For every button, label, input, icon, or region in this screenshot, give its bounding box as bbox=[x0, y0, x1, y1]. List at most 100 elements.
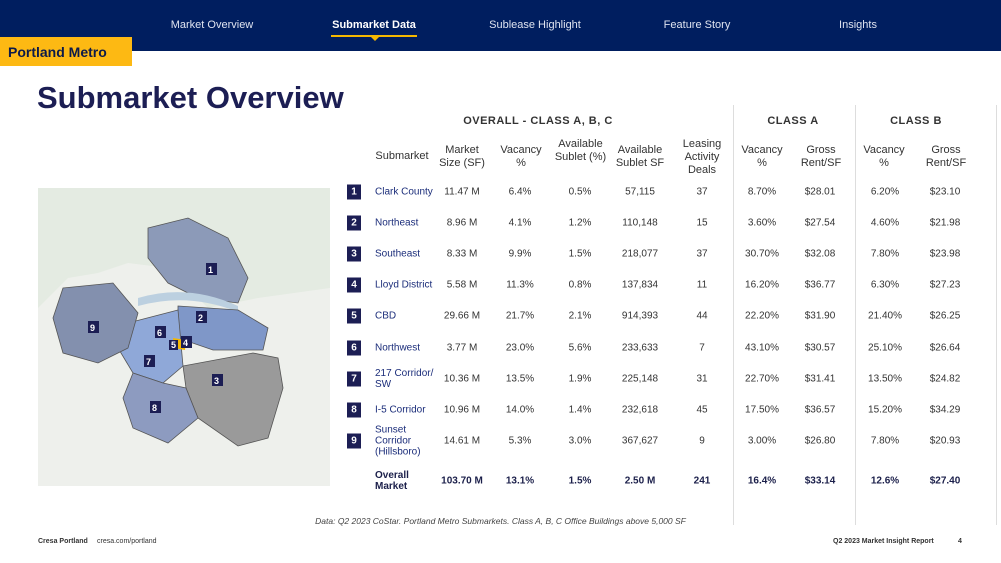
table-cell: 914,393 bbox=[621, 310, 659, 322]
map-marker-8: 8 bbox=[152, 403, 157, 413]
table-cell: 22.70% bbox=[745, 373, 779, 385]
table-row: 1 Clark County 11.47 M 6.4% 0.5% 57,115 37 8.70… bbox=[345, 177, 985, 207]
table-cell: 6.4% bbox=[508, 186, 532, 198]
group-class-a: CLASS A bbox=[767, 115, 819, 127]
footer-url[interactable]: cresa.com/portland bbox=[97, 538, 157, 545]
nav-sublease-highlight[interactable]: Sublease Highlight bbox=[489, 19, 581, 31]
col-b-vacancy: Vacancy % bbox=[863, 144, 905, 169]
submarket-name: Southeast bbox=[375, 248, 421, 260]
table-cell: 44 bbox=[696, 310, 708, 322]
table-cell: 25.10% bbox=[868, 342, 902, 354]
table-row: 4 Lloyd District 5.58 M 11.3% 0.8% 137,834 11 1… bbox=[345, 270, 985, 300]
submarket-number: 1 bbox=[347, 184, 361, 200]
table-cell: 11 bbox=[696, 279, 708, 291]
table-cell: 17.50% bbox=[745, 404, 779, 416]
table-cell: 14.0% bbox=[505, 404, 535, 416]
nav-feature-story[interactable]: Feature Story bbox=[663, 19, 731, 31]
table-cell: 5.6% bbox=[568, 342, 592, 354]
table-cell: 110,148 bbox=[622, 217, 658, 229]
submarket-number: 3 bbox=[347, 246, 361, 262]
table-cell: $27.40 bbox=[929, 475, 961, 487]
table-cell: 15.20% bbox=[868, 404, 902, 416]
table-cell: 6.30% bbox=[870, 279, 900, 291]
table-cell: 11.47 M bbox=[444, 186, 480, 198]
table-cell: 22.20% bbox=[745, 310, 779, 322]
table-cell: 3.0% bbox=[568, 435, 592, 447]
submarket-number: 2 bbox=[347, 215, 361, 231]
table-cell: 43.10% bbox=[745, 342, 779, 354]
table-cell: $36.77 bbox=[804, 279, 836, 291]
table-row: 3 Southeast 8.33 M 9.9% 1.5% 218,077 37 30.70% $… bbox=[345, 239, 985, 269]
divider bbox=[855, 105, 856, 525]
submarket-map: 1 2 3 4 5 6 7 8 9 bbox=[38, 188, 330, 486]
table-cell: 29.66 M bbox=[443, 310, 481, 322]
table-cell: $27.54 bbox=[804, 217, 836, 229]
table-cell: 15 bbox=[696, 217, 708, 229]
table-cell: $26.80 bbox=[804, 435, 836, 447]
submarket-name: I-5 Corridor bbox=[375, 404, 426, 416]
table-cell: $31.41 bbox=[804, 373, 836, 385]
submarket-name: Northwest bbox=[375, 342, 421, 354]
table-cell: 14.61 M bbox=[443, 435, 481, 447]
table-cell: $33.14 bbox=[804, 475, 836, 487]
map-marker-5: 5 bbox=[171, 340, 176, 350]
table-cell: $26.64 bbox=[929, 342, 961, 354]
table-cell: 232,618 bbox=[621, 404, 659, 416]
active-tab-underline bbox=[331, 35, 417, 37]
table-cell: 23.0% bbox=[505, 342, 535, 354]
map-marker-3: 3 bbox=[214, 376, 219, 386]
table-cell: 31 bbox=[696, 373, 708, 385]
map-marker-1: 1 bbox=[208, 265, 213, 275]
table-cell: 1.9% bbox=[568, 373, 592, 385]
col-vacancy: Vacancy % bbox=[500, 144, 542, 169]
submarket-name: Lloyd District bbox=[375, 279, 433, 291]
table-cell: 4.60% bbox=[870, 217, 900, 229]
total-row: Overall Market 103.70 M 13.1% 1.5% 2.50 M 241… bbox=[345, 466, 985, 496]
submarket-name: Clark County bbox=[375, 186, 433, 198]
submarket-number: 5 bbox=[347, 308, 361, 324]
table-cell: 57,115 bbox=[625, 186, 655, 198]
table-row: 7 217 Corridor/ SW 10.36 M 13.5% 1.9% 225,148… bbox=[345, 364, 985, 394]
col-market-size: Market Size (SF) bbox=[439, 144, 485, 169]
table-cell: $30.57 bbox=[804, 342, 836, 354]
table-cell: 21.40% bbox=[868, 310, 902, 322]
table-cell: 16.20% bbox=[745, 279, 779, 291]
table-cell: $23.98 bbox=[929, 248, 961, 260]
table-cell: $34.29 bbox=[929, 404, 961, 416]
table-cell: 37 bbox=[696, 248, 708, 260]
col-leasing-deals: Leasing Activity Deals bbox=[682, 138, 722, 176]
submarket-number: 9 bbox=[347, 433, 361, 449]
nav-market-overview[interactable]: Market Overview bbox=[170, 19, 254, 31]
table-cell: 7.80% bbox=[870, 248, 900, 260]
table-cell: 10.96 M bbox=[443, 404, 481, 416]
submarket-number: 8 bbox=[347, 402, 361, 418]
nav-submarket-data[interactable]: Submarket Data bbox=[332, 19, 416, 31]
group-class-b: CLASS B bbox=[890, 115, 942, 127]
divider bbox=[996, 105, 997, 525]
table-cell: 1.4% bbox=[568, 404, 592, 416]
active-tab-pointer bbox=[371, 37, 379, 41]
table-cell: 13.5% bbox=[505, 373, 535, 385]
nav-insights[interactable]: Insights bbox=[839, 19, 877, 31]
col-submarket: Submarket bbox=[375, 150, 429, 162]
table-cell: 9.9% bbox=[508, 248, 532, 260]
table-cell: 3.00% bbox=[747, 435, 777, 447]
table-cell: 218,077 bbox=[621, 248, 659, 260]
table-cell: 8.70% bbox=[747, 186, 777, 198]
footer-company: Cresa Portland bbox=[38, 538, 88, 545]
group-overall: OVERALL - CLASS A, B, C bbox=[463, 115, 613, 127]
table-row: 9 Sunset Corridor (Hillsboro) 14.61 M 5.3% 3… bbox=[345, 425, 985, 458]
submarket-name: Northeast bbox=[375, 217, 419, 229]
table-cell: 16.4% bbox=[747, 475, 777, 487]
divider bbox=[733, 105, 734, 525]
table-cell: 13.50% bbox=[868, 373, 902, 385]
table-cell: 8.33 M bbox=[446, 248, 478, 260]
table-cell: $27.23 bbox=[929, 279, 961, 291]
table-cell: 225,148 bbox=[621, 373, 659, 385]
table-cell: 1.5% bbox=[568, 475, 592, 487]
submarket-name: Overall Market bbox=[375, 470, 409, 492]
table-cell: 12.6% bbox=[870, 475, 900, 487]
submarket-name: 217 Corridor/ SW bbox=[375, 368, 434, 390]
page-number: 4 bbox=[958, 538, 962, 545]
data-source-note: Data: Q2 2023 CoStar. Portland Metro Sub… bbox=[315, 516, 686, 526]
